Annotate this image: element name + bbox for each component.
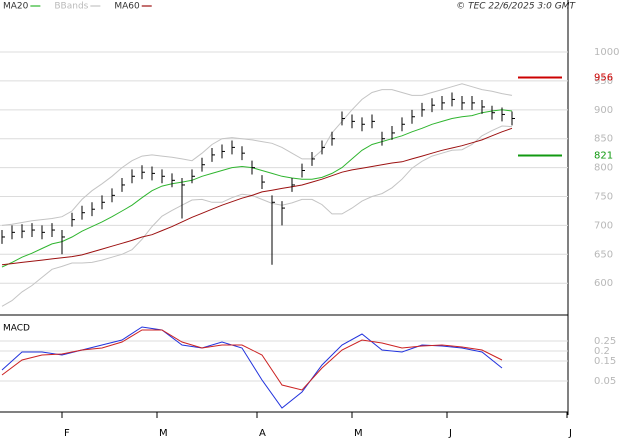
y-tick-label: 0.05: [594, 376, 616, 387]
y-tick-label: 0.15: [594, 356, 616, 367]
x-tick-label: J: [568, 428, 572, 439]
indicator-line: [1, 83, 513, 226]
level-label: 821: [594, 150, 613, 161]
y-tick-label: 900: [594, 105, 613, 116]
x-tick-label: M: [159, 428, 168, 439]
y-tick-label: 650: [594, 249, 613, 260]
legend-label: MA60: [114, 2, 140, 12]
copyright: © TEC 22/6/2025 3:0 GMT: [456, 2, 576, 12]
macd-line: [1, 326, 503, 409]
x-tick-label: J: [448, 428, 452, 439]
y-tick-label: 850: [594, 134, 613, 145]
indicator-line: [1, 125, 513, 307]
y-tick-label: 600: [594, 278, 613, 289]
indicator-line: [1, 109, 513, 268]
y-tick-label: 700: [594, 220, 613, 231]
y-tick-label: 1000: [594, 47, 619, 58]
y-tick-label: 800: [594, 163, 613, 174]
y-tick-label: 950: [594, 76, 613, 87]
level-label: 956: [594, 72, 613, 83]
x-tick-label: F: [64, 428, 70, 439]
y-tick-label: 0.25: [594, 336, 616, 347]
legend-label: MA20: [3, 2, 29, 12]
macd-line: [1, 329, 503, 391]
y-tick-label: 750: [594, 192, 613, 203]
x-tick-label: M: [354, 428, 363, 439]
macd-title: MACD: [3, 324, 30, 334]
y-tick-label: 0.2: [594, 346, 610, 357]
legend-label: BBands: [54, 2, 88, 12]
indicator-line: [1, 127, 513, 266]
x-tick-label: A: [259, 428, 266, 439]
